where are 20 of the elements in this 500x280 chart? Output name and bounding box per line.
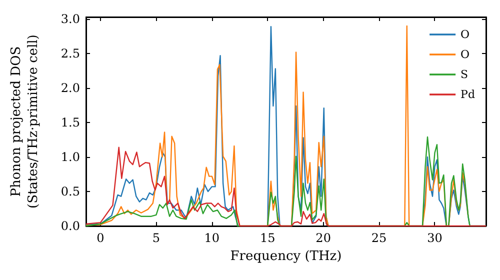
- y-tick-label: 3.0: [60, 12, 80, 26]
- x-axis-title: Frequency (THz): [230, 249, 342, 264]
- y-tick-label: 0.0: [60, 219, 80, 233]
- x-tick-label: 30: [427, 231, 442, 245]
- y-tick-label: 2.0: [60, 81, 80, 96]
- legend-label: O: [460, 28, 470, 41]
- y-axis-title: Phonon projected DOS (States/THz·primitive cell): [9, 34, 41, 209]
- legend-label: Pd: [460, 88, 476, 101]
- y-tick-label: 1.5: [60, 116, 80, 130]
- x-tick-label: 20: [316, 231, 331, 245]
- y-tick-label: 1.0: [60, 150, 80, 164]
- legend-label: S: [460, 68, 468, 81]
- legend-label: O: [460, 48, 470, 61]
- x-tick-label: 10: [204, 231, 220, 245]
- x-tick-label: 0: [96, 231, 104, 245]
- x-tick-label: 5: [152, 231, 160, 245]
- y-tick-label: 0.5: [60, 184, 80, 199]
- x-tick-label: 25: [371, 231, 387, 245]
- y-tick-label: 2.5: [60, 46, 80, 61]
- x-tick-label: 15: [260, 231, 276, 245]
